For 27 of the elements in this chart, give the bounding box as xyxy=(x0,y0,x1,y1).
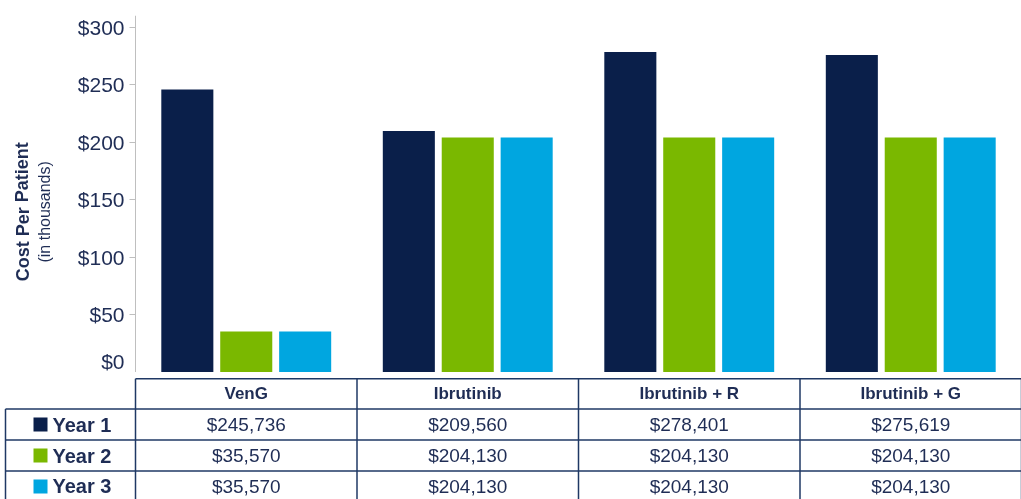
y-tick-label: $250 xyxy=(77,73,125,97)
text: $204,130 xyxy=(428,475,508,497)
y-tick-label: $100 xyxy=(77,245,125,269)
text: $209,560 xyxy=(428,414,508,436)
y-tick-label: $0 xyxy=(101,349,125,373)
text: $204,130 xyxy=(871,445,951,467)
x-tick-label: Ibrutinib + R xyxy=(639,384,740,404)
text: $204,130 xyxy=(428,445,508,467)
x-tick-label: VenG xyxy=(224,384,268,404)
text: $278,401 xyxy=(649,414,729,436)
legend-label: Year 1 xyxy=(52,413,112,436)
text: $275,619 xyxy=(871,414,951,436)
text: $245,736 xyxy=(206,414,286,436)
text: $204,130 xyxy=(649,475,729,497)
text: $204,130 xyxy=(649,445,729,467)
x-tick-label: Ibrutinib + G xyxy=(860,384,962,404)
y-axis-title: Cost Per Patient (in thousands) xyxy=(12,142,53,282)
y-tick-label: $300 xyxy=(77,15,125,39)
text: $204,130 xyxy=(871,475,951,497)
text: $35,570 xyxy=(211,475,281,497)
y-tick-label: $50 xyxy=(89,303,125,327)
y-tick-label: $150 xyxy=(77,188,125,212)
y-tick-label: $200 xyxy=(77,130,125,154)
x-tick-label: Ibrutinib xyxy=(433,384,502,404)
text: $35,570 xyxy=(211,445,281,467)
legend-label: Year 2 xyxy=(52,444,112,467)
legend-label: Year 3 xyxy=(52,475,112,498)
